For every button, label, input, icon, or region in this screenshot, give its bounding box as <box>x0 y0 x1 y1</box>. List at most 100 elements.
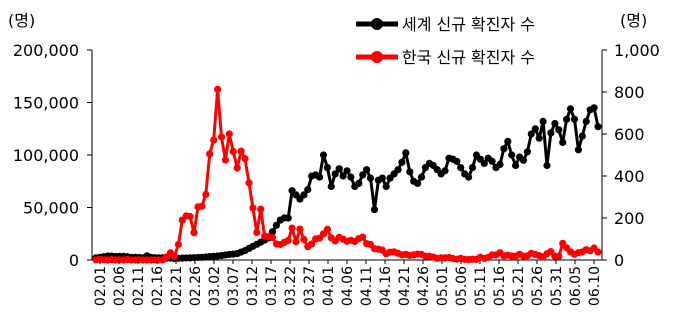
series-world <box>92 104 602 262</box>
data-point <box>394 166 402 174</box>
data-point <box>323 225 331 233</box>
data-point <box>284 236 292 245</box>
data-point <box>496 160 504 168</box>
left-tick-label: 100,000 <box>13 146 79 165</box>
x-tick-label: 02.06 <box>112 266 128 306</box>
data-point <box>284 214 292 222</box>
data-point <box>457 164 465 172</box>
data-point <box>339 172 347 180</box>
data-point <box>465 173 473 181</box>
data-point <box>241 155 249 163</box>
right-tick-label: 1,000 <box>614 41 660 60</box>
data-point <box>535 134 543 142</box>
data-point <box>190 229 198 237</box>
x-tick-label: 06.05 <box>568 266 584 306</box>
data-point <box>417 173 426 181</box>
axes: 0 50,000 100,000 150,000 200,000 0 200 400 600 80… <box>13 41 660 270</box>
data-point <box>257 205 265 213</box>
data-point <box>253 228 261 237</box>
data-point <box>523 148 532 156</box>
data-point <box>214 85 222 93</box>
data-point <box>331 170 339 178</box>
data-point <box>229 148 237 156</box>
data-point <box>441 167 449 175</box>
data-point <box>300 191 308 199</box>
x-tick-label: 02.01 <box>93 266 109 306</box>
x-tick-label: 05.31 <box>549 266 565 306</box>
data-point <box>570 115 579 123</box>
x-tick-label: 02.21 <box>169 266 185 306</box>
data-point <box>292 238 300 246</box>
series-lines <box>92 85 602 264</box>
data-point <box>508 151 516 159</box>
x-tick-label: 04.06 <box>340 266 356 306</box>
data-point <box>355 179 363 187</box>
data-point <box>308 240 316 248</box>
data-point <box>382 182 390 191</box>
x-tick-label: 04.11 <box>359 266 375 306</box>
data-point <box>366 174 375 182</box>
left-tick-label: 150,000 <box>13 94 79 113</box>
data-point <box>237 147 245 155</box>
data-point <box>249 204 257 212</box>
x-tick-label: 03.12 <box>245 266 261 306</box>
left-tick-label: 0 <box>69 251 79 270</box>
x-tick-label: 05.16 <box>492 266 508 306</box>
data-point <box>563 115 571 123</box>
data-point <box>174 240 182 249</box>
data-point <box>468 164 477 172</box>
x-tick-labels: 02.01 02.06 02.11 02.16 02.21 02.26 03.02 03.07… <box>93 260 603 306</box>
data-point <box>590 104 598 112</box>
series-line <box>95 87 600 262</box>
data-point <box>198 202 206 210</box>
data-point <box>296 225 304 233</box>
data-point <box>511 161 520 170</box>
data-point <box>555 126 563 134</box>
data-point <box>539 117 547 125</box>
data-point <box>551 119 559 128</box>
series-korea <box>92 85 602 264</box>
data-point <box>359 171 367 179</box>
data-point <box>233 164 241 172</box>
data-point <box>170 253 178 261</box>
data-point <box>398 158 406 166</box>
data-point <box>504 137 512 145</box>
legend: 세계 신규 확진자 수 한국 신규 확진자 수 <box>356 15 535 67</box>
data-point <box>319 151 328 159</box>
data-point <box>206 150 214 158</box>
data-point <box>531 125 539 133</box>
data-point <box>210 136 218 144</box>
right-tick-label: 400 <box>614 167 645 186</box>
data-point <box>594 123 602 131</box>
data-point <box>272 221 280 229</box>
x-tick-label: 05.06 <box>454 266 470 306</box>
legend-world-marker <box>371 18 383 30</box>
data-point <box>217 133 226 141</box>
data-point <box>186 212 194 221</box>
data-point <box>304 186 312 194</box>
data-point <box>221 156 229 164</box>
x-tick-label: 05.01 <box>435 266 451 306</box>
x-tick-label: 05.11 <box>473 266 489 306</box>
data-point <box>543 161 551 170</box>
data-point <box>582 117 590 125</box>
data-point <box>268 233 277 242</box>
data-point <box>594 248 602 256</box>
legend-korea-marker <box>371 51 383 63</box>
data-point <box>245 179 253 187</box>
data-point <box>288 224 296 232</box>
data-point <box>402 149 410 157</box>
x-tick-label: 04.26 <box>416 266 432 306</box>
data-point <box>480 159 488 167</box>
left-tick-label: 200,000 <box>13 41 79 60</box>
x-tick-label: 04.21 <box>397 266 413 306</box>
data-point <box>519 156 528 164</box>
left-axis-unit: (명) <box>8 11 35 30</box>
data-point <box>453 157 461 165</box>
data-point <box>370 206 379 214</box>
data-point <box>343 167 351 175</box>
x-tick-label: 03.07 <box>226 266 242 306</box>
x-tick-label: 04.01 <box>321 266 337 306</box>
data-point <box>547 129 555 137</box>
